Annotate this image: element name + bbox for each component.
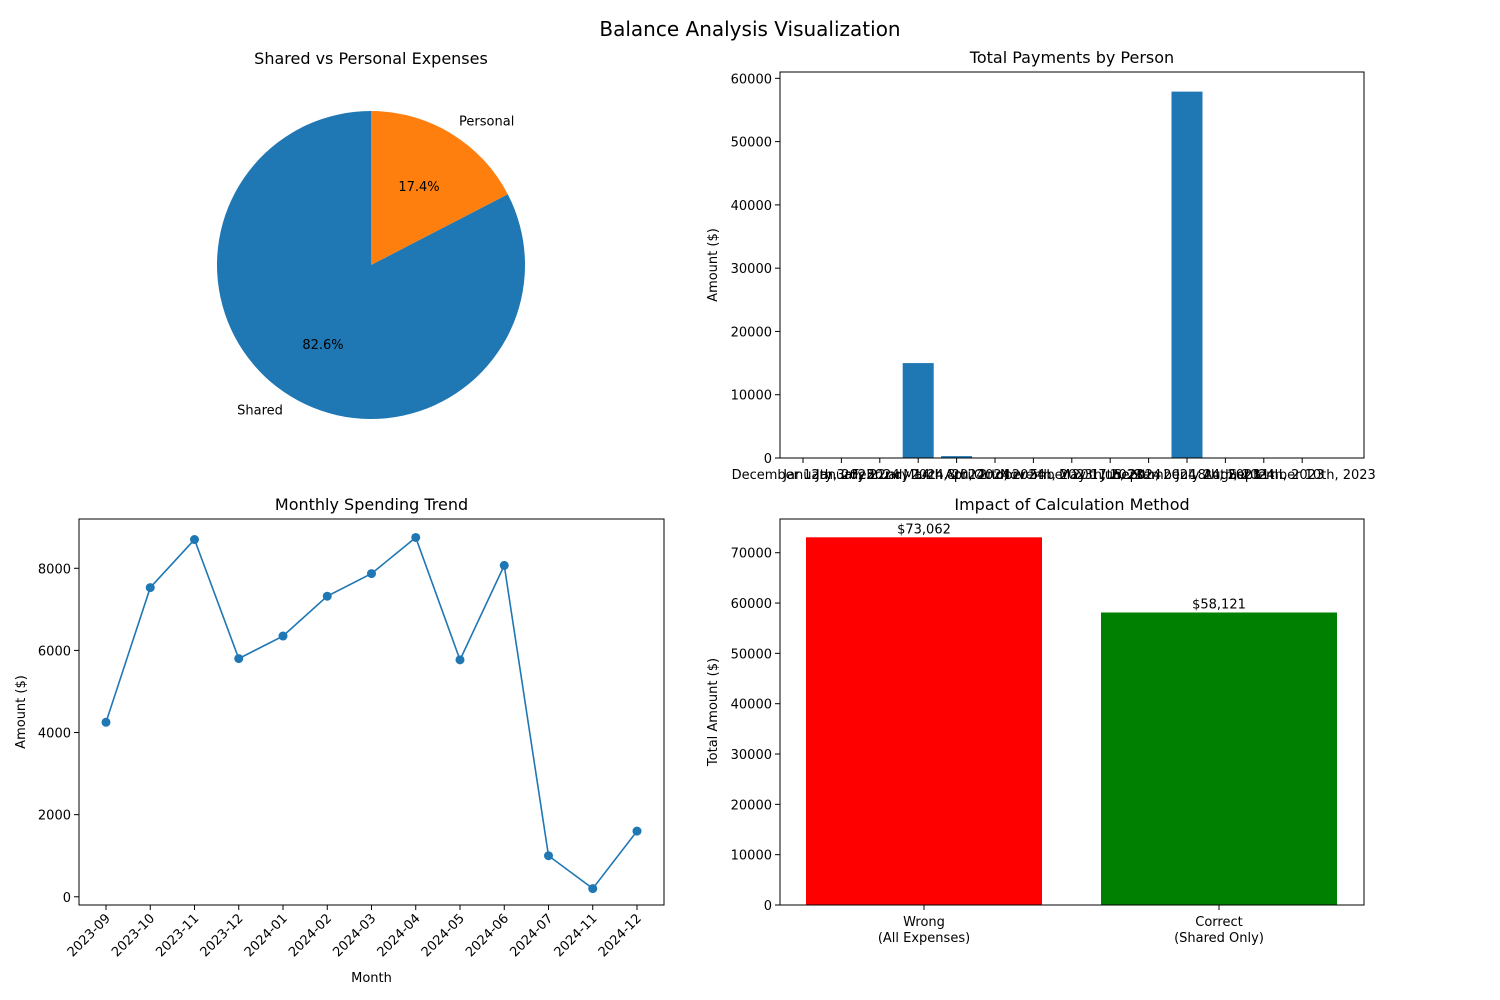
bar <box>806 537 1042 905</box>
x-tick-label: July 24th, 2024 <box>1175 468 1275 483</box>
data-point <box>101 717 111 727</box>
data-point <box>411 532 421 542</box>
data-point <box>544 851 553 861</box>
y-tick-label: 20000 <box>731 325 772 340</box>
y-axis-label: Amount ($) <box>706 228 721 302</box>
y-tick-label: 30000 <box>731 748 772 763</box>
chart-title: Impact of Calculation Method <box>954 495 1189 514</box>
x-tick-label: 2023-12 <box>198 911 247 960</box>
data-point <box>367 569 376 579</box>
pie-percent-label: 82.6% <box>302 338 343 353</box>
x-tick-label: November 20th, 2023 <box>1000 468 1143 483</box>
x-tick-label: 2024-02 <box>286 911 335 960</box>
bar <box>1101 612 1337 905</box>
x-tick-label: December 12th, 2023 <box>732 468 875 483</box>
pie-slice-personal <box>371 111 508 265</box>
pie-percent-label: 17.4% <box>398 180 439 195</box>
y-tick-label: 40000 <box>731 199 772 214</box>
x-tick-label: 2024-04 <box>375 911 424 960</box>
data-point <box>632 826 642 836</box>
x-tick-label: April 2nd, 2024 <box>945 468 1045 483</box>
x-tick-label: 2024-03 <box>330 911 379 960</box>
calculation-method-bar-chart-panel: Impact of Calculation Method 0 10000 20000 3… <box>706 495 1365 946</box>
x-tick-label: 2023-09 <box>65 911 114 960</box>
x-tick-label: Wrong (All Expenses) <box>878 915 970 946</box>
x-tick-label: February 14th, 2024 <box>852 468 985 483</box>
data-point <box>145 583 155 593</box>
y-tick-label: 8000 <box>38 562 71 577</box>
bar <box>902 363 934 458</box>
x-tick-label: 2024-06 <box>463 911 512 960</box>
x-tick-label: September 18th, 2023 <box>1113 468 1260 483</box>
x-tick-label: January 22nd, 2024 <box>815 468 944 483</box>
y-tick-label: 10000 <box>731 849 772 864</box>
plot-frame <box>779 518 1365 906</box>
data-point <box>588 884 598 894</box>
y-axis-label: Total Amount ($) <box>706 658 721 767</box>
y-tick-label: 0 <box>764 899 772 914</box>
data-point <box>278 631 288 641</box>
data-point <box>499 560 509 570</box>
data-point <box>234 654 244 664</box>
x-tick-label: Correct (Shared Only) <box>1174 915 1264 946</box>
y-tick-label: 0 <box>63 891 71 906</box>
x-tick-label: September 10th, 2023 <box>1229 468 1376 483</box>
y-tick-label: 20000 <box>731 798 772 813</box>
pie-label-shared: Shared <box>237 404 283 419</box>
y-tick-label: 2000 <box>38 809 71 824</box>
y-tick-label: 30000 <box>731 262 772 277</box>
chart-title: Monthly Spending Trend <box>275 495 468 514</box>
x-tick-label: 2024-05 <box>419 911 468 960</box>
x-tick-label: 2024-11 <box>552 911 601 960</box>
bar <box>941 456 973 458</box>
x-tick-label: January 3rd, 2024 <box>782 468 899 483</box>
plot-frame <box>779 71 1365 459</box>
y-tick-label: 6000 <box>38 644 71 659</box>
y-axis-label: Amount ($) <box>14 675 29 749</box>
y-tick-label: 60000 <box>731 597 772 612</box>
y-tick-label: 50000 <box>731 136 772 151</box>
data-point <box>455 655 465 665</box>
pie-chart-panel: Shared vs Personal Expenses Shared 82.6% Pe… <box>216 49 525 419</box>
y-tick-label: 60000 <box>731 72 772 87</box>
figure-title: Balance Analysis Visualization <box>599 17 900 41</box>
plot-frame <box>78 518 665 906</box>
data-point <box>190 535 199 545</box>
x-tick-label: 2023-11 <box>153 911 202 960</box>
series-line <box>105 536 638 890</box>
x-tick-label: 2024-12 <box>596 911 645 960</box>
x-tick-label: October 5th, 2023 <box>974 468 1093 483</box>
payments-bar-chart-panel: Total Payments by Person 0 10000 20000 30000… <box>706 48 1376 483</box>
x-tick-label: June 9th, 2024 <box>1100 468 1196 483</box>
pie-label-personal: Personal <box>459 114 514 129</box>
bar-data-label: $58,121 <box>1192 598 1246 613</box>
chart-title: Shared vs Personal Expenses <box>254 49 488 68</box>
x-tick-label: August 11th, 2023 <box>1203 468 1324 483</box>
y-tick-label: 0 <box>764 452 772 467</box>
bar-data-label: $73,062 <box>897 522 951 537</box>
x-tick-label: 2024-01 <box>242 911 291 960</box>
y-tick-label: 40000 <box>731 698 772 713</box>
y-tick-label: 50000 <box>731 647 772 662</box>
y-tick-label: 4000 <box>38 727 71 742</box>
x-tick-label: 2024-07 <box>507 911 556 960</box>
x-tick-label: May 17th, 2024 <box>1059 468 1161 483</box>
x-tick-label: March 8th, 2024 <box>903 468 1010 483</box>
y-tick-label: 70000 <box>731 547 772 562</box>
x-tick-label: 2023-10 <box>109 911 158 960</box>
bar <box>1171 91 1203 458</box>
chart-title: Total Payments by Person <box>969 48 1174 67</box>
x-axis-label: Month <box>351 971 392 986</box>
spending-trend-line-chart-panel: Monthly Spending Trend 0 2000 4000 6000 8000 A… <box>14 495 665 986</box>
y-tick-label: 10000 <box>731 389 772 404</box>
data-point <box>322 591 332 601</box>
